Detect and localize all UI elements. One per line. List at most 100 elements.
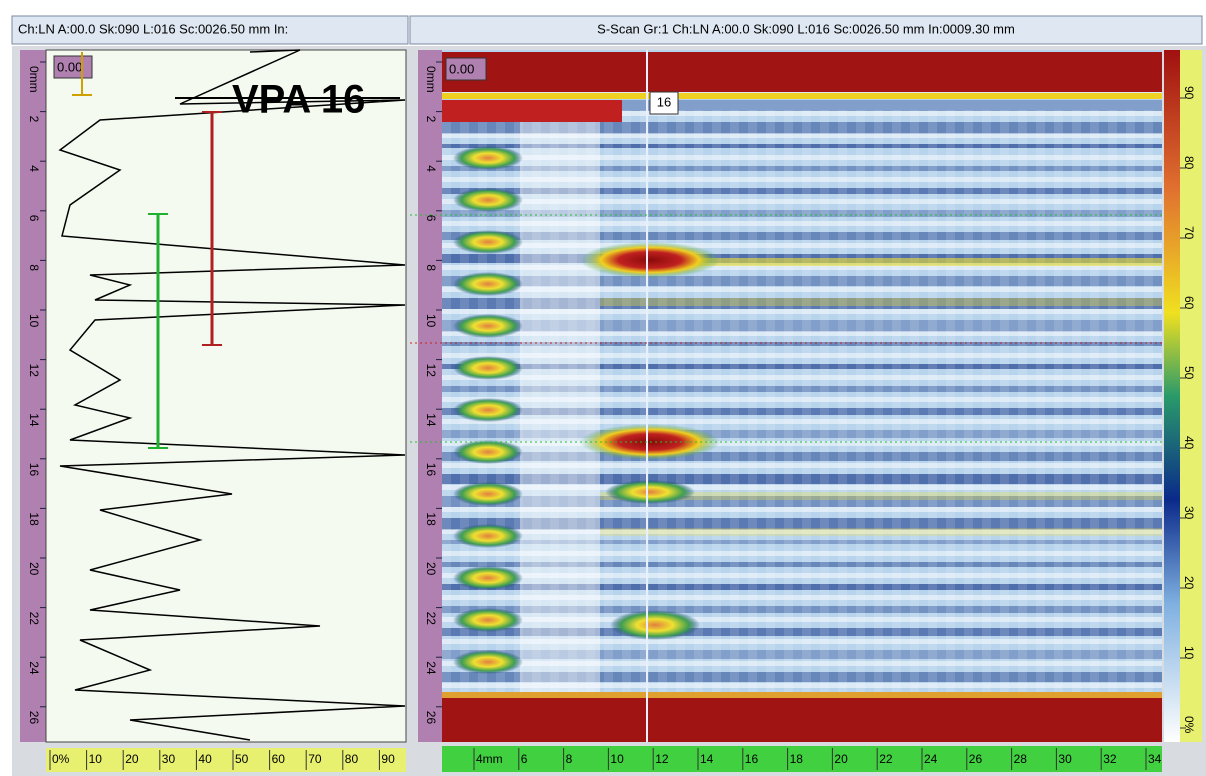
amplitude-label: 60 (272, 752, 286, 766)
index-label: 34 (1148, 752, 1162, 766)
index-label: 26 (969, 752, 983, 766)
column-shade (1108, 110, 1117, 700)
warm-spot (610, 610, 700, 640)
index-label: 8 (566, 752, 573, 766)
column-shade (1000, 110, 1009, 700)
ascan-depth-label: 4 (27, 165, 41, 172)
column-shade (622, 110, 631, 700)
column-shade (676, 110, 685, 700)
top-yellow (442, 93, 1162, 99)
sscan-depth-label: 8 (424, 264, 438, 271)
side-spot (453, 272, 523, 296)
sscan-depth-label: 22 (424, 612, 438, 626)
ascan-depth-label: 12 (27, 364, 41, 378)
ascan-depth-label: 18 (27, 512, 41, 526)
index-label: 22 (879, 752, 893, 766)
amplitude-label: 70 (308, 752, 322, 766)
side-spot (453, 356, 523, 380)
sscan-gate-label: 0.00 (449, 61, 474, 76)
ascan-depth-label: 14 (27, 413, 41, 427)
ascan-gate-label: 0.00 (57, 59, 82, 74)
amplitude-label: 0% (52, 752, 70, 766)
column-shade (820, 110, 829, 700)
index-label: 30 (1058, 752, 1072, 766)
amplitude-label: 80 (345, 752, 359, 766)
column-shade (946, 110, 955, 700)
column-shade (1144, 110, 1153, 700)
column-shade (766, 110, 775, 700)
sscan-depth-label: 26 (424, 711, 438, 725)
warm-spot (605, 480, 695, 504)
sscan-depth-label: 4 (424, 165, 438, 172)
sscan-depth-label: 20 (424, 562, 438, 576)
column-shade (910, 110, 919, 700)
hot-spot (580, 242, 720, 278)
echo-line (600, 298, 1162, 306)
header-right: S-Scan Gr:1 Ch:LN A:00.0 Sk:090 L:016 Sc… (597, 21, 1015, 36)
ascan-depth-label: 10 (27, 314, 41, 328)
header-left: Ch:LN A:00.0 Sk:090 L:016 Sc:0026.50 mm … (18, 21, 288, 36)
column-shade (784, 110, 793, 700)
column-shade (964, 110, 973, 700)
ascan-depth-label: 0mm (27, 66, 41, 93)
column-shade (874, 110, 883, 700)
index-label: 6 (521, 752, 528, 766)
ascan-depth-label: 22 (27, 612, 41, 626)
sscan-depth-label: 2 (424, 116, 438, 123)
top-band (442, 52, 1162, 92)
side-spot (453, 482, 523, 506)
column-shade (1036, 110, 1045, 700)
color-scale-label: 0% (1182, 716, 1196, 734)
amplitude-label: 10 (89, 752, 103, 766)
side-spot (453, 398, 523, 422)
column-shade (1072, 110, 1081, 700)
side-spot (453, 524, 523, 548)
color-bar (1164, 50, 1180, 742)
side-spot (453, 230, 523, 254)
column-shade (442, 110, 451, 700)
index-label: 32 (1103, 752, 1117, 766)
ascan-depth-label: 26 (27, 711, 41, 725)
amplitude-label: 30 (162, 752, 176, 766)
ut-screen: Ch:LN A:00.0 Sk:090 L:016 Sc:0026.50 mm … (0, 0, 1206, 776)
color-scale-ruler (1180, 50, 1202, 742)
column-shade (1018, 110, 1027, 700)
sscan-depth-label: 0mm (424, 66, 438, 93)
column-shade (730, 110, 739, 700)
column-shade (604, 110, 613, 700)
column-shade (748, 110, 757, 700)
amplitude-label: 40 (198, 752, 212, 766)
side-spot (453, 188, 523, 212)
sscan-depth-label: 14 (424, 413, 438, 427)
index-label: 28 (1014, 752, 1028, 766)
sscan-image (442, 50, 1162, 742)
column-shade (1126, 110, 1135, 700)
index-label: 18 (790, 752, 804, 766)
ascan-depth-label: 16 (27, 463, 41, 477)
ascan-depth-label: 2 (27, 116, 41, 123)
white-fan (520, 110, 600, 700)
column-shade (1054, 110, 1063, 700)
amplitude-label: 20 (125, 752, 139, 766)
column-shade (838, 110, 847, 700)
index-label: 4mm (476, 752, 503, 766)
echo-line (600, 528, 1162, 536)
side-spot (453, 440, 523, 464)
sscan-depth-label: 10 (424, 314, 438, 328)
annotation: VPA 16 (232, 78, 365, 122)
page: Ch:LN A:00.0 Sk:090 L:016 Sc:0026.50 mm … (0, 0, 1206, 776)
sscan-depth-label: 24 (424, 661, 438, 675)
side-spot (453, 146, 523, 170)
index-label: 16 (745, 752, 759, 766)
index-label: 20 (834, 752, 848, 766)
column-shade (1090, 110, 1099, 700)
amplitude-label: 50 (235, 752, 249, 766)
side-spot (453, 650, 523, 674)
column-shade (694, 110, 703, 700)
column-shade (802, 110, 811, 700)
side-spot (453, 314, 523, 338)
amplitude-label: 90 (381, 752, 395, 766)
index-label: 24 (924, 752, 938, 766)
sscan-depth-label: 6 (424, 215, 438, 222)
index-label: 10 (610, 752, 624, 766)
